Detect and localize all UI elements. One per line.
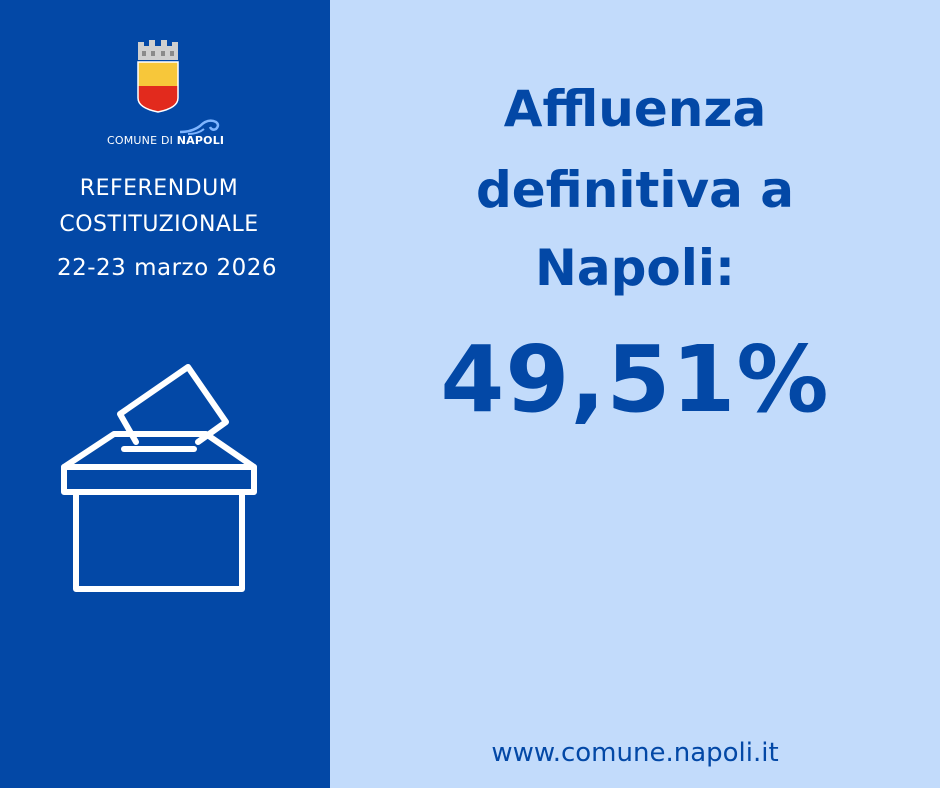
wave-icon xyxy=(179,119,220,135)
ballot-box-icon xyxy=(61,364,257,592)
turnout-percentage: 49,51% xyxy=(440,326,830,433)
headline-line2: definitiva a xyxy=(475,161,795,219)
headline-line1: Affluenza xyxy=(503,80,767,138)
napoli-crest-icon xyxy=(137,40,179,113)
event-dates: 22-23 marzo 2026 xyxy=(56,255,278,281)
comune-logo-text: COMUNE DI NAPOLI xyxy=(107,134,225,147)
event-title-line2: COSTITUZIONALE xyxy=(59,212,259,237)
left-panel xyxy=(0,0,330,788)
right-panel xyxy=(330,0,940,788)
event-title-line1: REFERENDUM xyxy=(79,176,239,201)
website-link[interactable]: www.comune.napoli.it xyxy=(491,738,779,768)
headline-line3: Napoli: xyxy=(535,239,735,297)
